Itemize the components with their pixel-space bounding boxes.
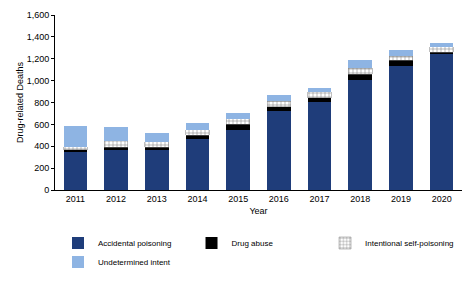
svg-text:200: 200 xyxy=(34,163,49,173)
svg-text:Drug-related Deaths: Drug-related Deaths xyxy=(15,61,25,143)
svg-text:2014: 2014 xyxy=(187,194,207,204)
svg-text:Accidental poisoning: Accidental poisoning xyxy=(98,239,171,248)
svg-text:Drug abuse: Drug abuse xyxy=(232,239,274,248)
svg-text:600: 600 xyxy=(34,120,49,130)
svg-text:1,400: 1,400 xyxy=(27,32,50,42)
svg-text:2019: 2019 xyxy=(391,194,411,204)
svg-text:2017: 2017 xyxy=(310,194,330,204)
svg-text:2015: 2015 xyxy=(228,194,248,204)
svg-text:0: 0 xyxy=(44,185,49,195)
svg-text:2016: 2016 xyxy=(269,194,289,204)
svg-text:1,600: 1,600 xyxy=(27,10,50,20)
svg-text:400: 400 xyxy=(34,141,49,151)
svg-text:1,000: 1,000 xyxy=(27,76,50,86)
svg-text:1,200: 1,200 xyxy=(27,54,50,64)
svg-text:2018: 2018 xyxy=(350,194,370,204)
svg-text:Intentional self-poisoning: Intentional self-poisoning xyxy=(365,239,454,248)
svg-text:2013: 2013 xyxy=(147,194,167,204)
svg-text:2020: 2020 xyxy=(432,194,452,204)
svg-text:2011: 2011 xyxy=(66,194,85,204)
svg-text:800: 800 xyxy=(34,98,49,108)
svg-text:Undetermined intent: Undetermined intent xyxy=(98,258,171,267)
svg-text:Year: Year xyxy=(249,206,267,216)
svg-text:2012: 2012 xyxy=(106,194,126,204)
